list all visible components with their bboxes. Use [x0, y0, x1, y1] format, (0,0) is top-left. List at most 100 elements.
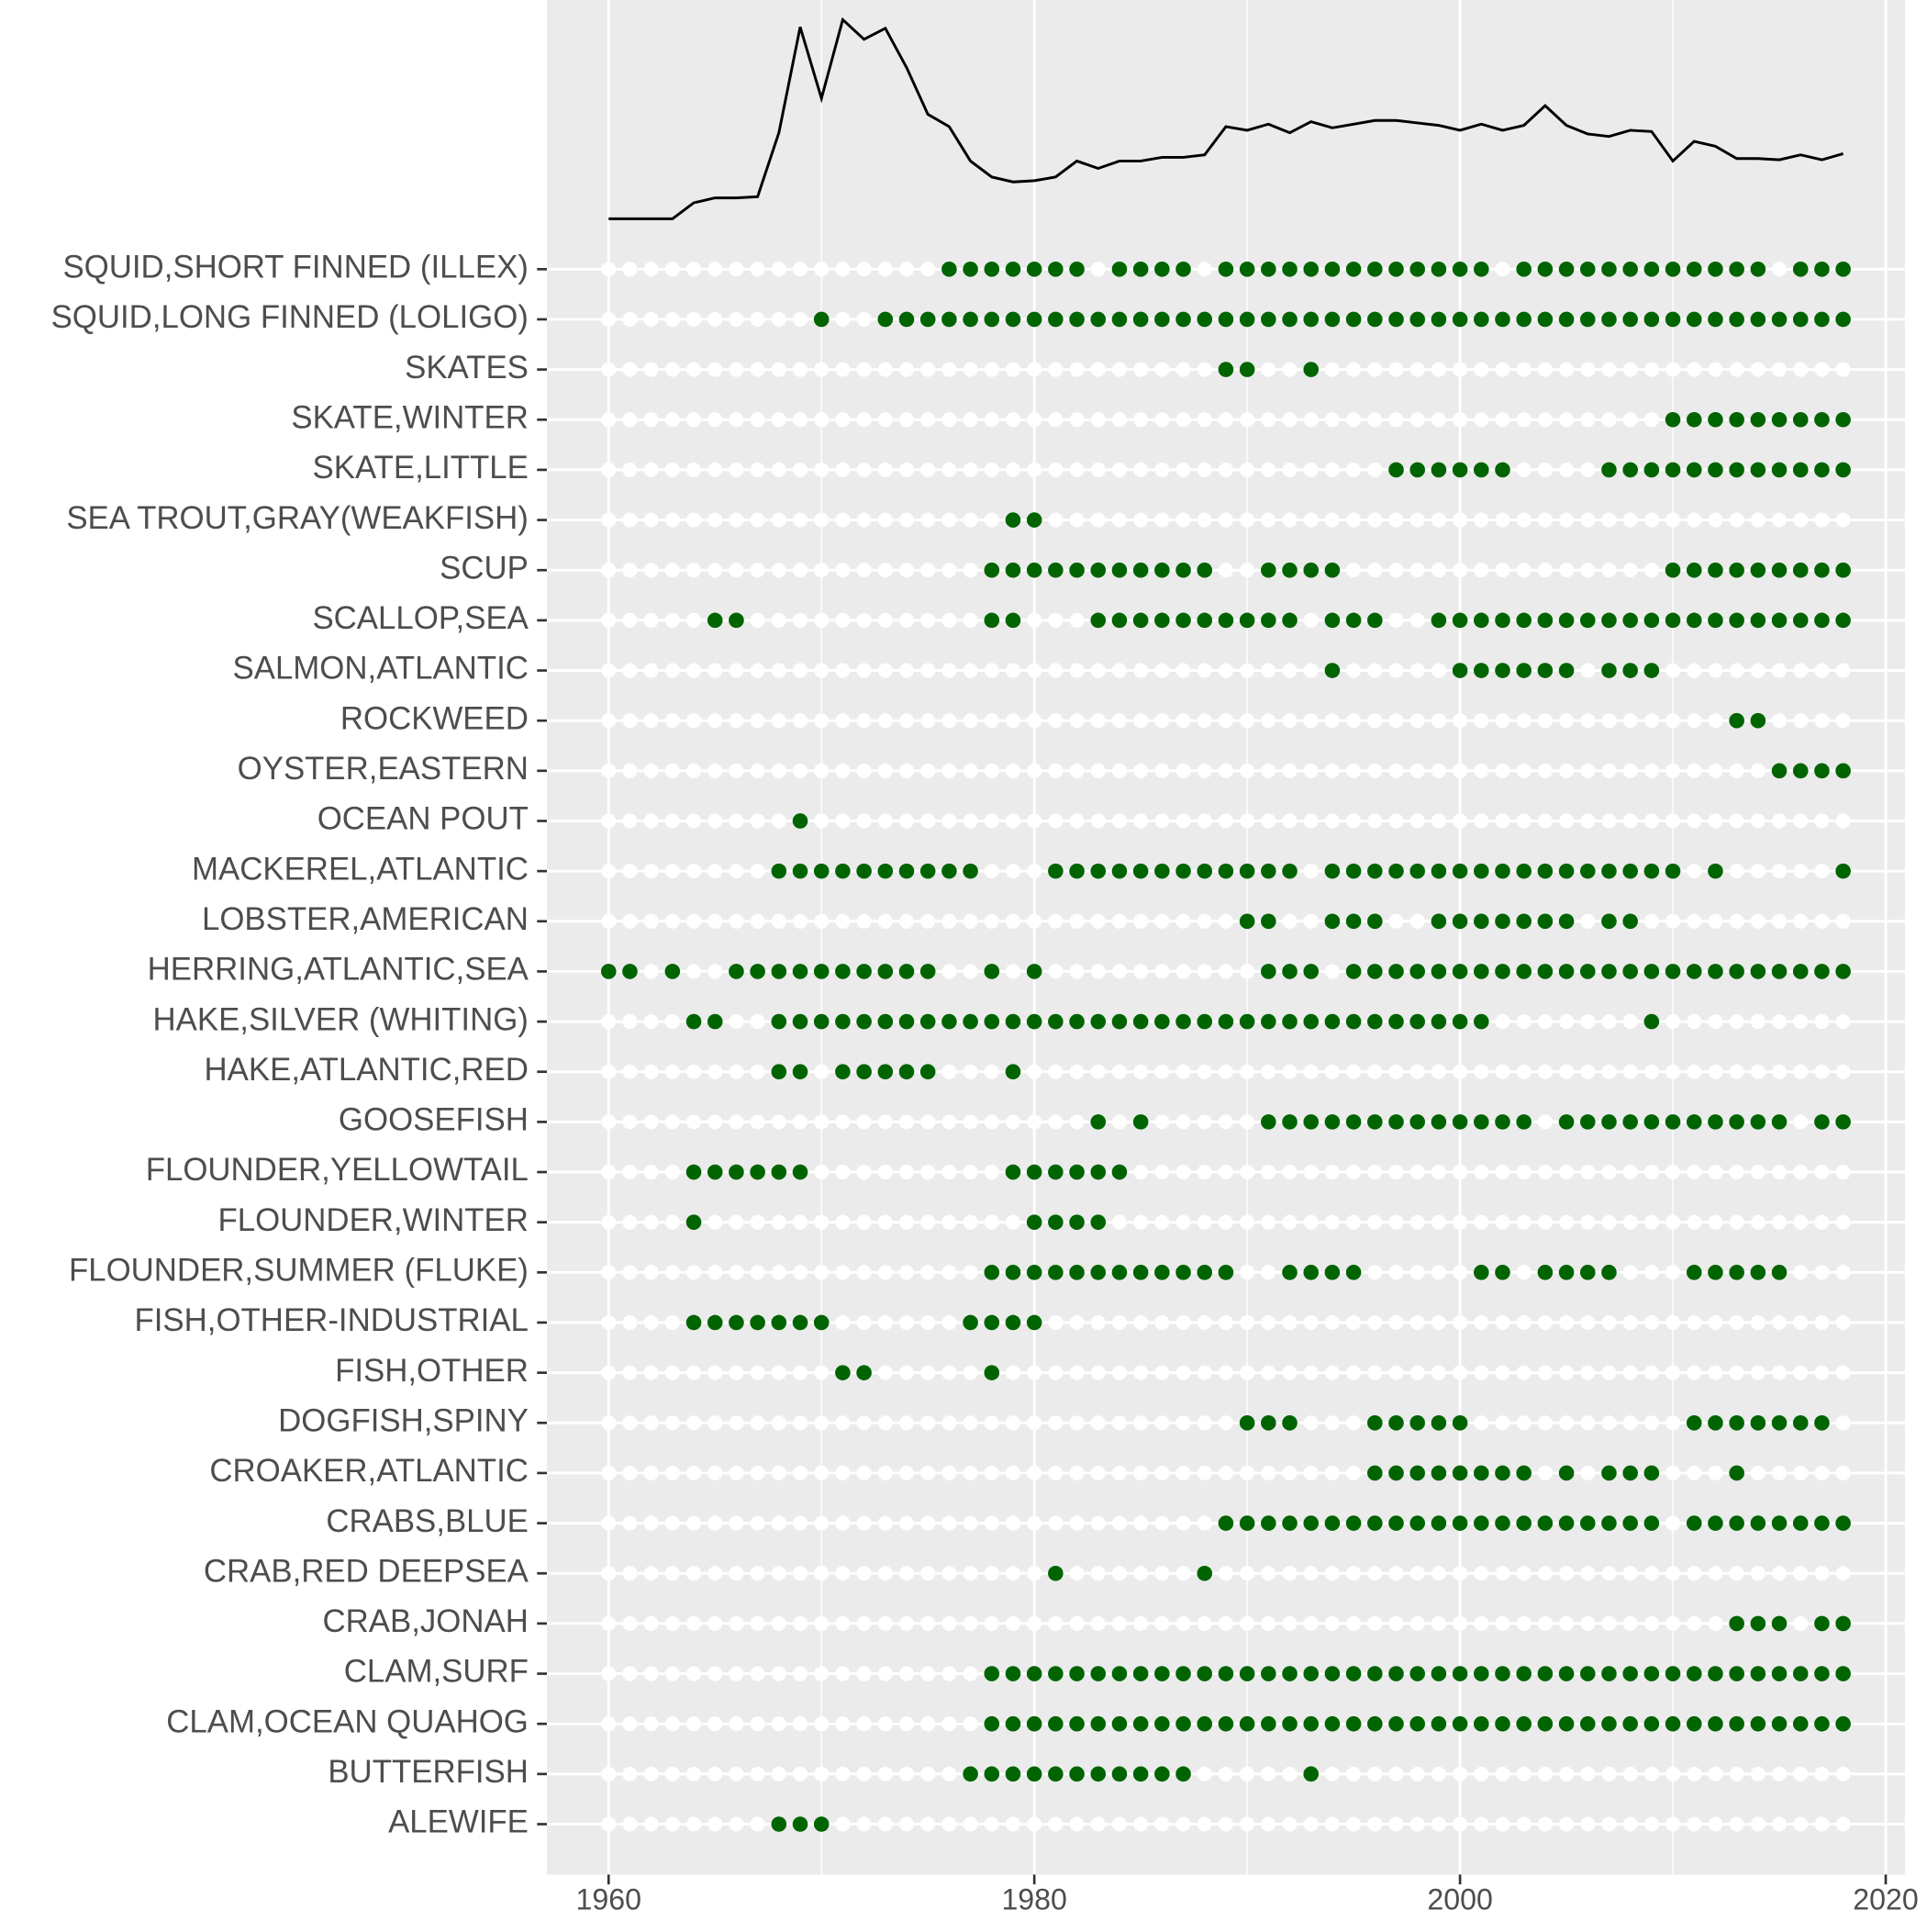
presence-dot: [1324, 1666, 1341, 1681]
empty-dot: [707, 1114, 723, 1130]
presence-dot: [1197, 1565, 1213, 1581]
empty-dot: [1453, 1365, 1468, 1380]
empty-dot: [729, 1465, 744, 1480]
empty-dot: [963, 1064, 978, 1079]
presence-dot: [835, 1013, 851, 1030]
empty-dot: [771, 763, 786, 778]
empty-dot: [1218, 763, 1233, 778]
presence-dot: [1729, 1465, 1744, 1481]
empty-dot: [1175, 512, 1191, 528]
presence-dot: [1452, 1465, 1468, 1481]
empty-dot: [750, 311, 765, 327]
empty-dot: [1027, 713, 1042, 729]
empty-dot: [856, 1515, 872, 1531]
empty-dot: [920, 663, 936, 678]
empty-dot: [643, 1465, 659, 1480]
empty-dot: [707, 763, 723, 778]
presence-dot: [685, 1013, 702, 1030]
presence-dot: [1175, 562, 1191, 578]
empty-dot: [1090, 1615, 1106, 1631]
empty-dot: [898, 1265, 915, 1280]
empty-dot: [920, 1566, 936, 1581]
presence-dot: [1643, 1013, 1660, 1030]
presence-dot: [963, 1013, 978, 1030]
empty-dot: [1346, 1365, 1362, 1380]
presence-dot: [1665, 411, 1681, 428]
empty-dot: [1516, 1164, 1532, 1180]
empty-dot: [814, 763, 830, 778]
empty-dot: [1111, 412, 1127, 428]
empty-dot: [1495, 1314, 1510, 1331]
empty-dot: [1793, 1365, 1809, 1380]
empty-dot: [1218, 1566, 1233, 1581]
presence-dot: [1729, 1666, 1744, 1681]
empty-dot: [750, 1415, 765, 1431]
empty-dot: [1643, 1064, 1659, 1079]
empty-dot: [1835, 512, 1851, 528]
empty-dot: [1346, 563, 1362, 578]
presence-dot: [1132, 1013, 1149, 1030]
empty-dot: [1453, 412, 1468, 428]
empty-dot: [877, 1465, 893, 1480]
empty-dot: [792, 1666, 808, 1681]
empty-dot: [1814, 1214, 1830, 1230]
presence-dot: [1388, 1515, 1404, 1531]
empty-dot: [1111, 362, 1127, 377]
y-tick-label: SEA TROUT,GRAY(WEAKFISH): [66, 500, 529, 536]
empty-dot: [1005, 763, 1021, 778]
empty-dot: [622, 512, 638, 528]
empty-dot: [835, 1566, 851, 1581]
empty-dot: [1750, 1566, 1765, 1581]
empty-dot: [1708, 813, 1723, 829]
empty-dot: [1197, 462, 1212, 477]
empty-dot: [856, 462, 872, 477]
empty-dot: [1643, 713, 1659, 729]
presence-dot: [1132, 1766, 1149, 1782]
empty-dot: [707, 964, 723, 979]
presence-dot: [1090, 612, 1107, 629]
presence-dot: [984, 1666, 1000, 1681]
empty-dot: [685, 1365, 702, 1380]
empty-dot: [1218, 913, 1233, 929]
presence-dot: [984, 612, 1000, 629]
empty-dot: [1154, 1314, 1170, 1331]
empty-dot: [1005, 663, 1021, 678]
empty-dot: [1409, 913, 1425, 929]
empty-dot: [814, 362, 830, 377]
empty-dot: [1409, 1214, 1425, 1230]
empty-dot: [1069, 713, 1085, 729]
empty-dot: [1261, 663, 1276, 678]
empty-dot: [1111, 763, 1127, 778]
presence-dot: [1367, 311, 1383, 328]
presence-dot: [1324, 1114, 1341, 1130]
presence-dot: [1729, 1515, 1744, 1531]
empty-dot: [856, 663, 872, 678]
empty-dot: [1537, 1314, 1553, 1331]
empty-dot: [1708, 1615, 1723, 1631]
presence-dot: [1218, 612, 1234, 629]
presence-dot: [1750, 712, 1766, 729]
empty-dot: [1516, 1064, 1532, 1079]
empty-dot: [814, 1064, 830, 1079]
empty-dot: [1601, 1766, 1617, 1781]
presence-dot: [1495, 1114, 1510, 1130]
empty-dot: [1601, 1816, 1617, 1832]
empty-dot: [1346, 1566, 1362, 1581]
presence-dot: [1835, 763, 1851, 779]
presence-dot: [1729, 562, 1744, 578]
empty-dot: [1261, 412, 1276, 428]
empty-dot: [1346, 1064, 1362, 1079]
presence-dot: [1048, 311, 1064, 328]
presence-dot: [1579, 1265, 1596, 1280]
empty-dot: [984, 813, 999, 829]
empty-dot: [1537, 813, 1553, 829]
presence-dot: [1729, 612, 1744, 629]
empty-dot: [792, 1566, 808, 1581]
empty-dot: [1708, 1214, 1723, 1230]
empty-dot: [707, 663, 723, 678]
empty-dot: [1474, 563, 1489, 578]
empty-dot: [1622, 1415, 1638, 1431]
presence-dot: [984, 1314, 1000, 1331]
presence-dot: [1708, 311, 1723, 328]
presence-dot: [941, 863, 957, 879]
